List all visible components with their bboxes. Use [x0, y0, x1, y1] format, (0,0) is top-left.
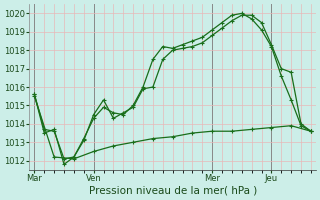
X-axis label: Pression niveau de la mer( hPa ): Pression niveau de la mer( hPa )	[89, 186, 257, 196]
